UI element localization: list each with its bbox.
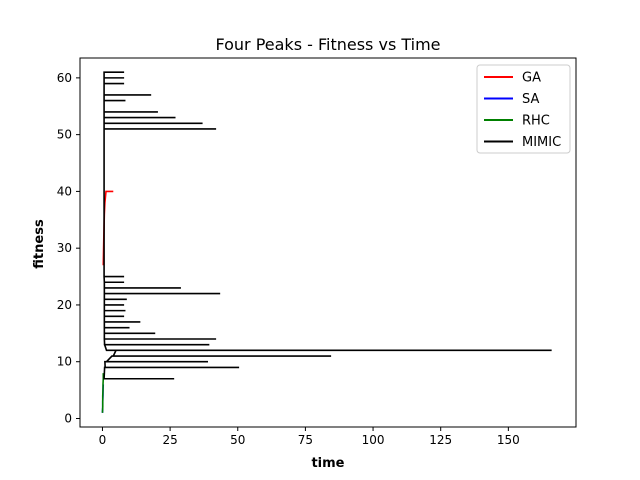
x-tick-label: 150 bbox=[497, 433, 520, 447]
series-line-mimic bbox=[103, 71, 552, 380]
legend: GA SA RHC MIMIC bbox=[476, 64, 571, 154]
x-tick-label: 100 bbox=[362, 433, 385, 447]
y-axis-title: fitness bbox=[32, 219, 47, 269]
legend-label-rhc: RHC bbox=[522, 114, 550, 129]
x-tick-label: 0 bbox=[99, 433, 107, 447]
x-tick-label: 75 bbox=[298, 433, 313, 447]
y-tick-label: 50 bbox=[57, 128, 72, 142]
legend-box bbox=[476, 64, 571, 154]
series-line-rhc bbox=[101, 373, 105, 413]
chart-title: Four Peaks - Fitness vs Time bbox=[215, 35, 440, 54]
x-tick-label: 25 bbox=[162, 433, 177, 447]
legend-label-mimic: MIMIC bbox=[522, 135, 561, 150]
y-tick-label: 60 bbox=[57, 71, 72, 85]
y-tick-label: 20 bbox=[57, 298, 72, 312]
x-axis-title: time bbox=[311, 456, 344, 471]
x-tick-label: 50 bbox=[230, 433, 245, 447]
x-tick-label: 125 bbox=[429, 433, 452, 447]
axis-ticks: 0 25 50 75 100 125 150 0 10 20 30 40 50 60 bbox=[57, 71, 520, 447]
y-tick-label: 10 bbox=[57, 355, 72, 369]
y-tick-label: 30 bbox=[57, 241, 72, 255]
plot-frame bbox=[79, 57, 577, 428]
plot-area bbox=[101, 71, 552, 413]
y-tick-label: 0 bbox=[64, 411, 72, 425]
y-tick-label: 40 bbox=[57, 184, 72, 198]
legend-label-sa: SA bbox=[522, 92, 539, 107]
legend-label-ga: GA bbox=[522, 71, 541, 86]
